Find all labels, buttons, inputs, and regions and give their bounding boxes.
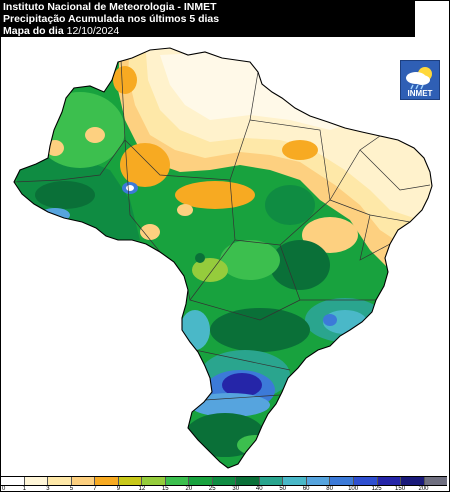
legend-label: 15: [161, 486, 169, 492]
legend-label: 150: [395, 486, 406, 492]
header-product: Precipitação Acumulada nos últimos 5 dia…: [3, 13, 220, 25]
legend-swatch: [48, 477, 72, 485]
legend-swatch: [71, 477, 96, 485]
legend-label: 50: [279, 486, 287, 492]
state-borders: [14, 48, 431, 401]
legend-swatch: [95, 477, 119, 485]
legend-label: 9: [116, 486, 121, 492]
legend-swatch: [306, 477, 331, 485]
precipitation-map: [13, 47, 433, 469]
legend-label: 60: [302, 486, 310, 492]
legend-label: 100: [348, 486, 359, 492]
legend-label: 25: [208, 486, 216, 492]
legend-swatch: [236, 477, 260, 485]
legend-label: 200: [418, 486, 429, 492]
logo-text: INMET: [407, 89, 433, 98]
legend-label: 7: [93, 486, 97, 492]
legend-labels: 0 1 3 5 7 9 12 15 20 25 30 40 50 60 80 100 125 150 200: [1, 486, 447, 493]
legend-label: 5: [69, 486, 74, 492]
legend-swatch: [24, 477, 49, 485]
legend-label: 30: [232, 486, 240, 492]
header-institute: Instituto Nacional de Meteorologia - INM…: [3, 1, 217, 13]
legend-label: 40: [255, 486, 263, 492]
legend-color-bar: [1, 476, 448, 486]
precipitation-legend: 0 1 3 5 7 9 12 15 20 25 30 40 50 60 80 100 125 150 200: [1, 476, 448, 493]
legend-swatch: [118, 477, 143, 485]
header-date: 12/10/2024: [66, 25, 120, 37]
legend-swatch: [189, 477, 213, 485]
inmet-logo: INMET: [400, 60, 440, 100]
map-header: Instituto Nacional de Meteorologia - INM…: [0, 0, 415, 37]
legend-label: 0: [2, 486, 6, 492]
legend-swatch: [424, 477, 448, 485]
legend-label: 12: [138, 486, 146, 492]
legend-label: 125: [371, 486, 382, 492]
header-date-prefix: Mapa do dia: [3, 25, 64, 37]
legend-swatch: [1, 477, 25, 485]
legend-swatch: [401, 477, 425, 485]
legend-swatch: [353, 477, 378, 485]
legend-swatch: [165, 477, 190, 485]
legend-swatch: [330, 477, 354, 485]
cloud-sun-rain-icon: [406, 67, 432, 90]
legend-swatch: [259, 477, 284, 485]
legend-label: 3: [46, 486, 50, 492]
legend-swatch: [283, 477, 307, 485]
legend-label: 1: [22, 486, 27, 492]
legend-swatch: [212, 477, 237, 485]
legend-swatch: [142, 477, 166, 485]
legend-label: 20: [185, 486, 193, 492]
header-date-line: Mapa do dia 12/10/2024: [3, 25, 415, 37]
legend-swatch: [377, 477, 402, 485]
legend-label: 80: [326, 486, 333, 492]
rainfall-field: [14, 48, 432, 468]
